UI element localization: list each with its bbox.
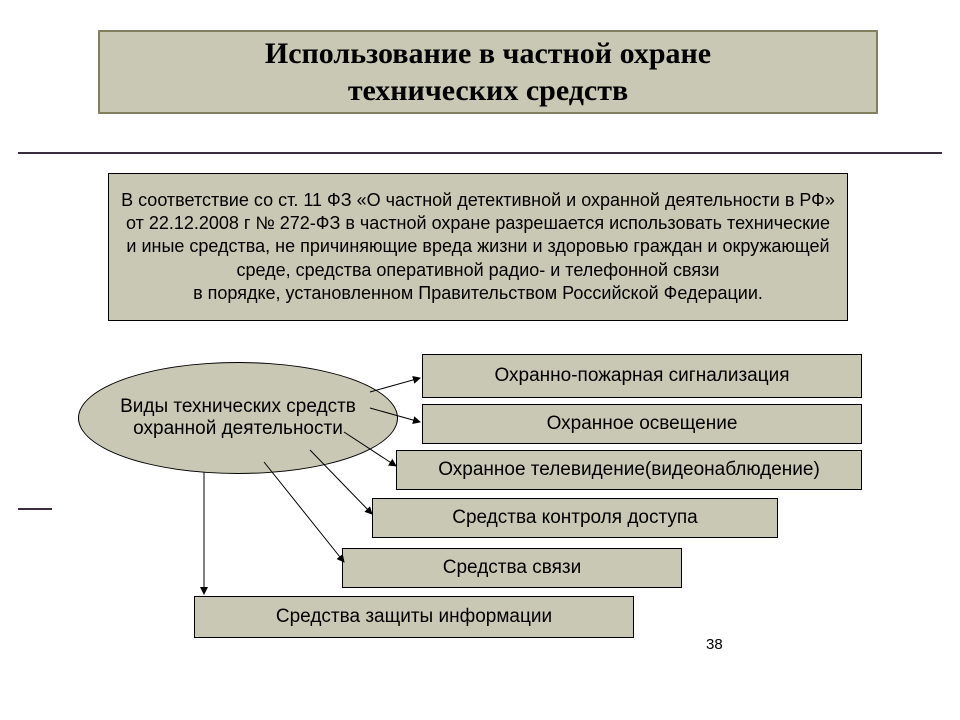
item-box-0: Охранно-пожарная сигнализация xyxy=(422,354,862,398)
divider-rule-short xyxy=(18,508,52,510)
title-line-1: Использование в частной охране xyxy=(265,37,711,70)
slide-title-text: Использование в частной охране техническ… xyxy=(265,35,711,110)
law-text-box: В соответствие со ст. 11 ФЗ «О частной д… xyxy=(108,173,848,321)
slide: Использование в частной охране техническ… xyxy=(0,0,960,720)
slide-title-box: Использование в частной охране техническ… xyxy=(98,30,878,114)
law-text: В соответствие со ст. 11 ФЗ «О частной д… xyxy=(119,189,837,306)
arrow-4 xyxy=(264,462,344,562)
types-ellipse-label: Виды технических средств охранной деятел… xyxy=(89,396,387,440)
item-label-4: Средства связи xyxy=(443,556,581,581)
types-ellipse: Виды технических средств охранной деятел… xyxy=(78,362,398,474)
item-label-0: Охранно-пожарная сигнализация xyxy=(494,364,789,389)
item-box-3: Средства контроля доступа xyxy=(372,498,778,538)
item-box-1: Охранное освещение xyxy=(422,404,862,444)
item-box-2: Охранное телевидение(видеонаблюдение) xyxy=(396,450,862,490)
item-box-5: Средства защиты информации xyxy=(194,596,634,638)
item-label-2: Охранное телевидение(видеонаблюдение) xyxy=(438,458,820,483)
item-label-1: Охранное освещение xyxy=(547,412,738,437)
item-box-4: Средства связи xyxy=(342,548,682,588)
page-number: 38 xyxy=(706,636,723,653)
item-label-5: Средства защиты информации xyxy=(276,605,552,630)
divider-rule-top xyxy=(18,152,942,154)
item-label-3: Средства контроля доступа xyxy=(452,506,698,531)
title-line-2: технических средств xyxy=(348,74,628,107)
